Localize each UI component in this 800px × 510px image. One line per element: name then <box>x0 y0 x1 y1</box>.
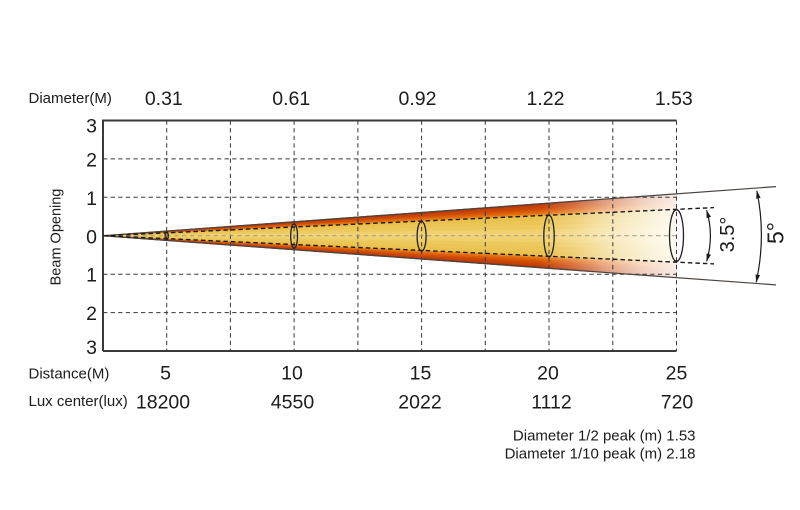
svg-text:5: 5 <box>160 363 171 385</box>
svg-text:0.61: 0.61 <box>272 88 310 110</box>
svg-text:Beam Opening: Beam Opening <box>49 189 65 286</box>
svg-text:3: 3 <box>86 116 97 138</box>
svg-text:2: 2 <box>86 303 97 325</box>
svg-text:1.22: 1.22 <box>527 88 565 110</box>
svg-text:25: 25 <box>666 363 688 385</box>
svg-text:1: 1 <box>86 265 97 287</box>
svg-text:1: 1 <box>86 188 97 210</box>
svg-text:20: 20 <box>537 363 559 385</box>
svg-text:2: 2 <box>86 150 97 172</box>
svg-text:Lux center(lux): Lux center(lux) <box>29 393 128 410</box>
svg-text:2022: 2022 <box>398 392 441 414</box>
svg-text:Diameter(M): Diameter(M) <box>29 90 112 107</box>
svg-text:0.31: 0.31 <box>145 88 183 110</box>
svg-text:10: 10 <box>281 363 303 385</box>
svg-text:3.5°: 3.5° <box>717 217 739 253</box>
svg-text:15: 15 <box>410 363 432 385</box>
svg-text:Distance(M): Distance(M) <box>29 366 110 383</box>
svg-text:1112: 1112 <box>531 392 572 414</box>
svg-text:3: 3 <box>86 337 97 359</box>
svg-text:1.53: 1.53 <box>655 88 693 110</box>
svg-text:4550: 4550 <box>271 392 315 414</box>
svg-text:Diameter 1/10 peak (m) 2.18: Diameter 1/10 peak (m) 2.18 <box>505 446 696 463</box>
svg-text:0.92: 0.92 <box>399 88 437 110</box>
svg-text:0: 0 <box>86 226 97 248</box>
svg-text:720: 720 <box>661 392 694 414</box>
svg-text:Diameter 1/2 peak (m) 1.53: Diameter 1/2 peak (m) 1.53 <box>513 428 696 445</box>
svg-text:18200: 18200 <box>136 392 190 414</box>
svg-text:5°: 5° <box>763 222 789 244</box>
